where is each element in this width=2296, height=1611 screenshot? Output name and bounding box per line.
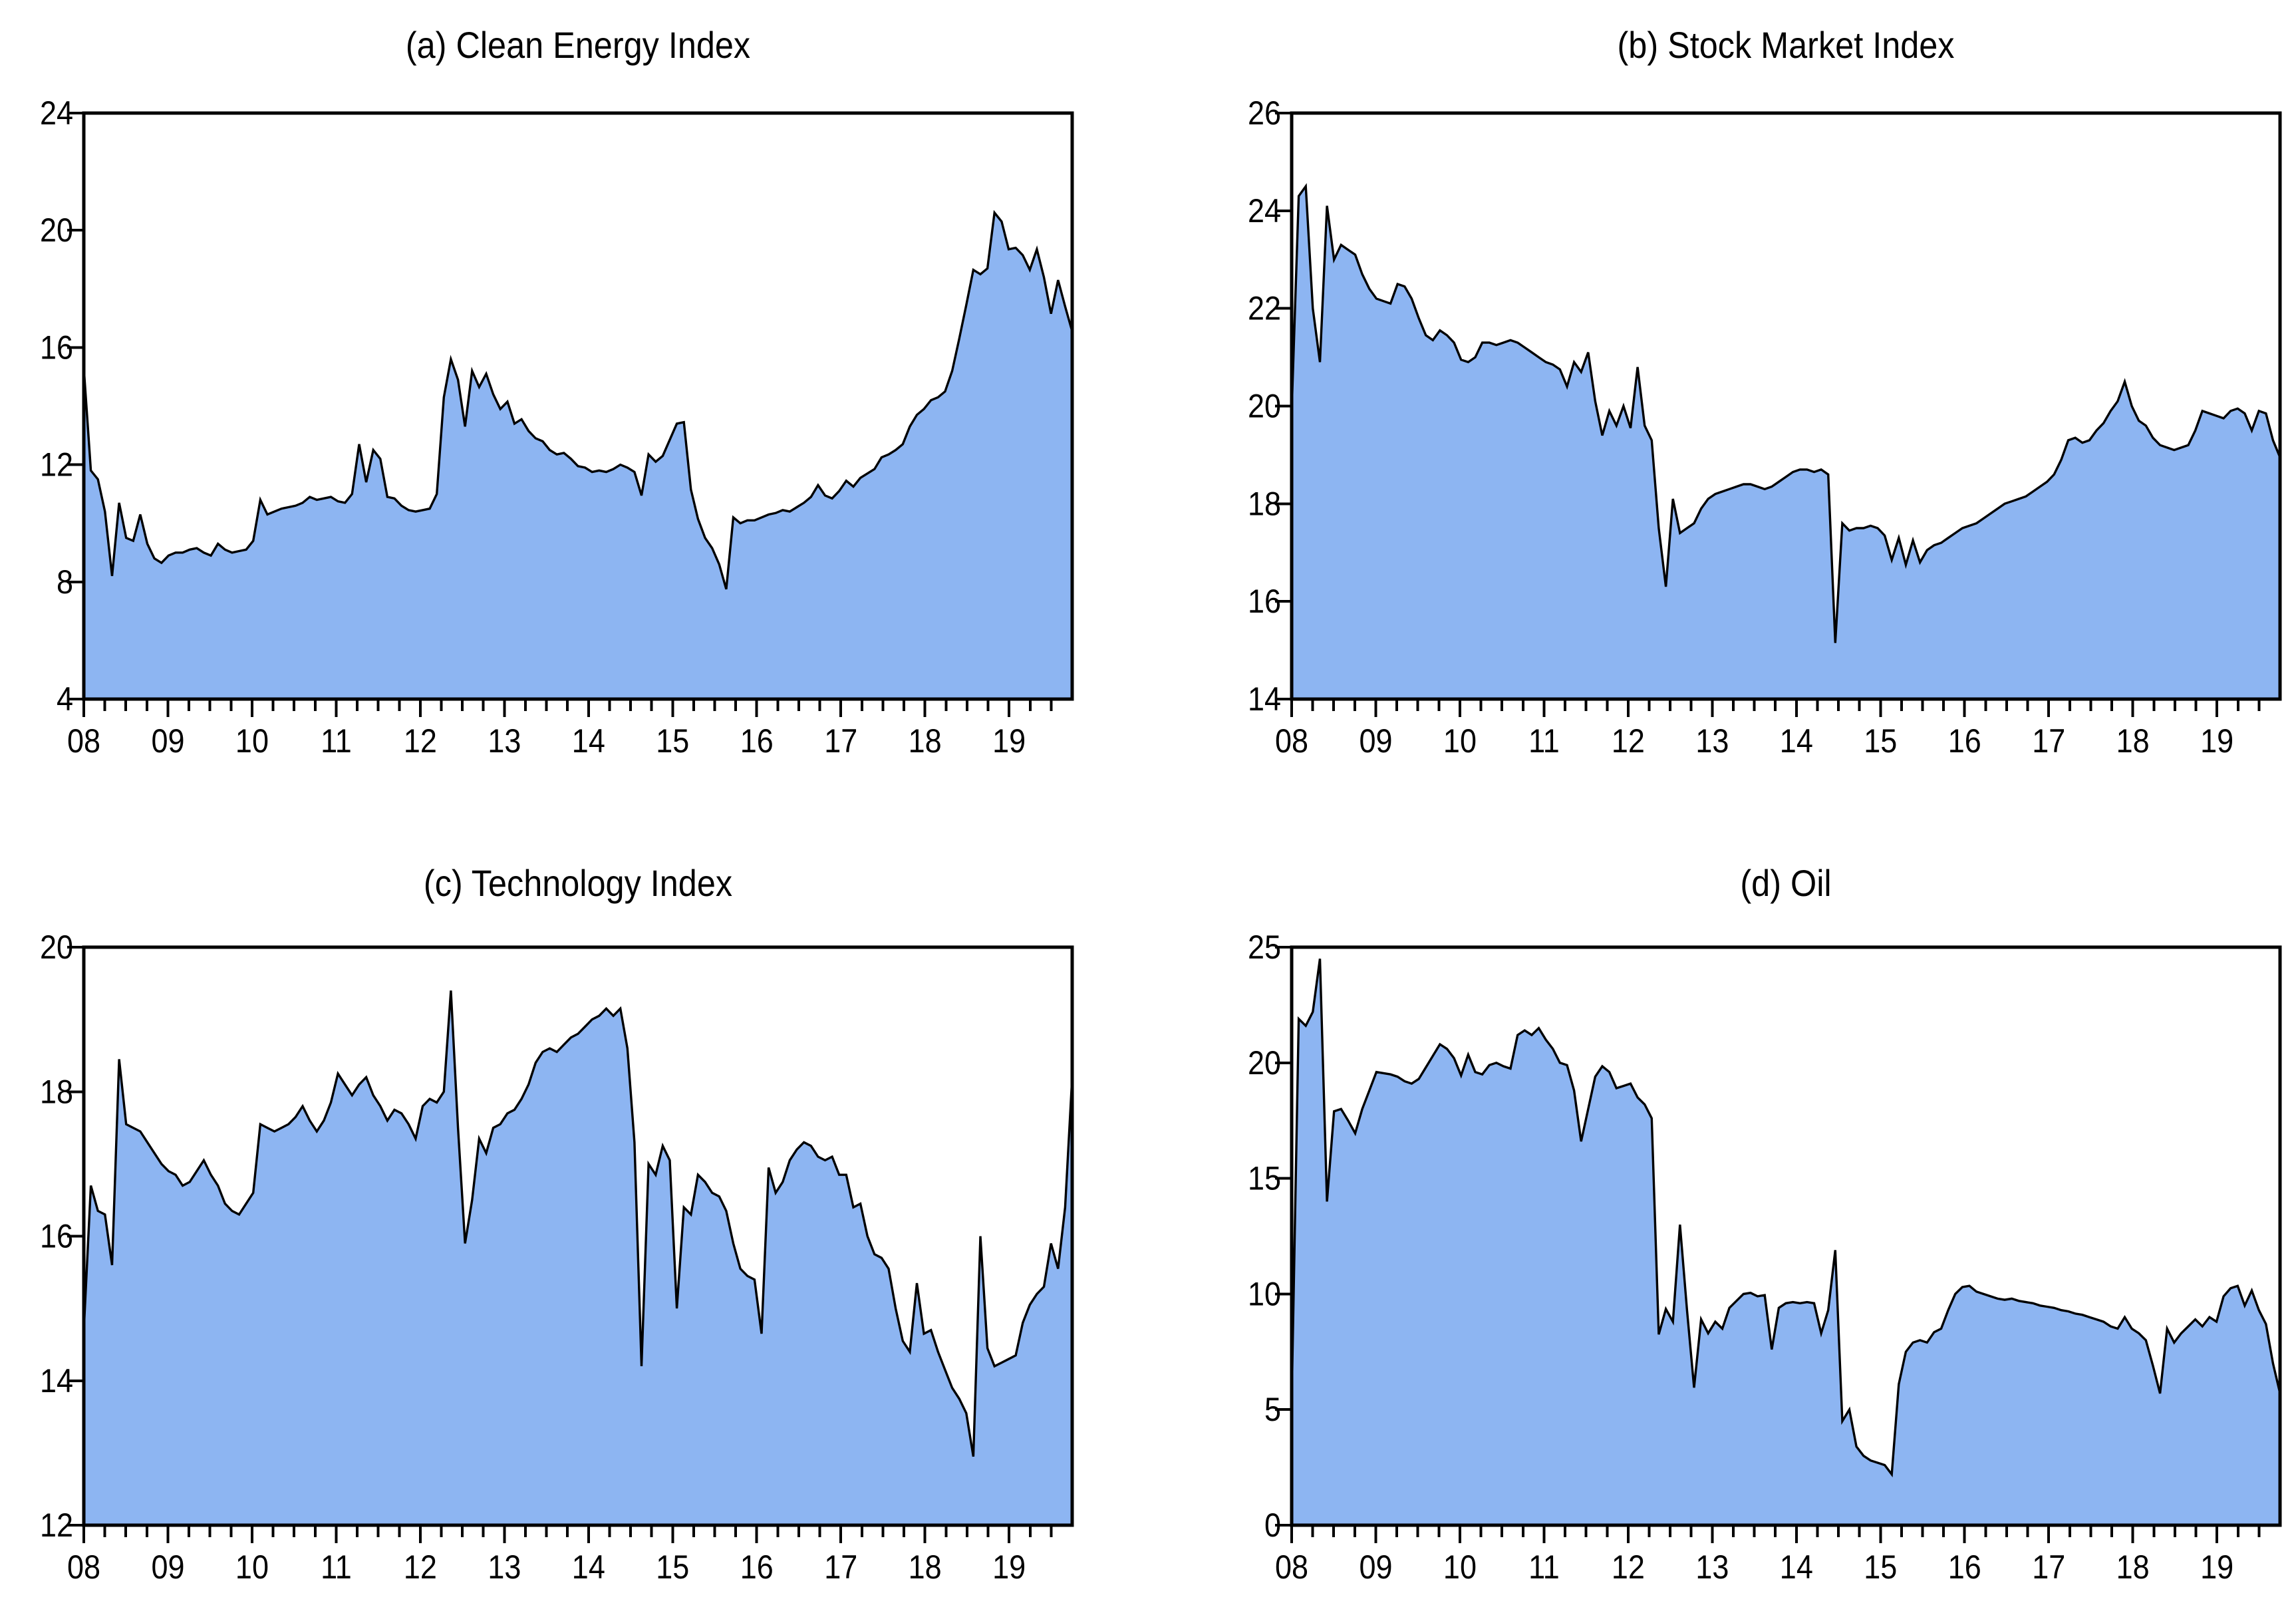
svg-text:08: 08 (67, 1549, 100, 1586)
svg-text:12: 12 (40, 1507, 73, 1544)
svg-text:8: 8 (57, 564, 73, 601)
series-line-c (82, 990, 1074, 1457)
svg-text:10: 10 (235, 723, 269, 760)
svg-text:17: 17 (824, 1549, 857, 1586)
svg-text:16: 16 (1948, 723, 1981, 760)
svg-text:19: 19 (2200, 1549, 2233, 1586)
svg-text:14: 14 (40, 1363, 73, 1400)
svg-text:13: 13 (488, 723, 521, 760)
panel-b-title: (b) Stock Market Index (1617, 24, 1955, 66)
svg-text:09: 09 (1359, 723, 1392, 760)
svg-text:13: 13 (1695, 723, 1729, 760)
svg-text:14: 14 (1248, 681, 1281, 718)
svg-text:4: 4 (57, 681, 73, 718)
svg-text:13: 13 (1695, 1549, 1729, 1586)
svg-text:24: 24 (1248, 193, 1281, 230)
svg-text:18: 18 (909, 723, 942, 760)
svg-text:08: 08 (67, 723, 100, 760)
svg-text:16: 16 (1248, 583, 1281, 621)
svg-text:11: 11 (321, 723, 352, 760)
svg-text:15: 15 (656, 1549, 689, 1586)
svg-text:22: 22 (1248, 291, 1281, 328)
panel-c-plot: 12 14 16 18 20 08 09 10 11 12 13 14 15 16 17 18 19 (40, 929, 1074, 1586)
svg-text:26: 26 (1248, 95, 1281, 132)
svg-text:20: 20 (40, 929, 73, 966)
svg-text:15: 15 (656, 723, 689, 760)
svg-text:18: 18 (2116, 1549, 2150, 1586)
svg-text:18: 18 (909, 1549, 942, 1586)
svg-text:20: 20 (40, 212, 73, 249)
svg-text:14: 14 (572, 1549, 605, 1586)
svg-text:12: 12 (404, 1549, 437, 1586)
svg-text:17: 17 (824, 723, 857, 760)
svg-text:12: 12 (1612, 723, 1645, 760)
series-area-c (84, 990, 1072, 1525)
svg-text:10: 10 (1443, 723, 1477, 760)
series-line-a (82, 210, 1074, 590)
svg-text:11: 11 (1528, 723, 1560, 760)
svg-text:12: 12 (404, 723, 437, 760)
panel-d-title: (d) Oil (1740, 862, 1832, 904)
series-line-d (1290, 958, 2281, 1478)
plot-box-a (82, 111, 1074, 701)
svg-text:15: 15 (1864, 1549, 1897, 1586)
svg-text:24: 24 (40, 95, 73, 132)
svg-text:10: 10 (1443, 1549, 1477, 1586)
svg-text:08: 08 (1275, 1549, 1308, 1586)
svg-text:10: 10 (1248, 1276, 1281, 1313)
svg-text:09: 09 (151, 1549, 184, 1586)
panel-d-plot: 0 5 10 15 20 25 08 09 10 11 12 13 14 15 16 17 18 19 (1248, 929, 2282, 1586)
svg-text:12: 12 (1612, 1549, 1645, 1586)
svg-text:18: 18 (1248, 486, 1281, 523)
panel-a-title: (a) Clean Energy Index (405, 24, 751, 66)
svg-text:17: 17 (2032, 723, 2065, 760)
svg-text:20: 20 (1248, 1045, 1281, 1082)
svg-text:15: 15 (1864, 723, 1897, 760)
svg-text:5: 5 (1264, 1391, 1281, 1429)
svg-text:09: 09 (1359, 1549, 1392, 1586)
svg-text:19: 19 (992, 723, 1026, 760)
svg-text:09: 09 (151, 723, 184, 760)
svg-text:14: 14 (1780, 1549, 1813, 1586)
svg-text:18: 18 (2116, 723, 2150, 760)
svg-text:12: 12 (40, 446, 73, 484)
svg-text:16: 16 (740, 723, 774, 760)
series-area-a (84, 212, 1072, 699)
svg-text:20: 20 (1248, 388, 1281, 425)
series-area-b (1292, 186, 2280, 700)
svg-text:11: 11 (321, 1549, 352, 1586)
panel-a-plot: 4 8 12 16 20 24 08 09 10 11 12 13 14 15 16 17 18 19 (40, 95, 1074, 760)
plot-box-d (1290, 945, 2282, 1527)
svg-text:19: 19 (992, 1549, 1026, 1586)
series-area-d (1292, 958, 2280, 1525)
svg-text:14: 14 (572, 723, 605, 760)
svg-text:14: 14 (1780, 723, 1813, 760)
svg-text:25: 25 (1248, 929, 1281, 966)
svg-text:16: 16 (40, 1218, 73, 1255)
svg-text:16: 16 (40, 329, 73, 366)
svg-text:16: 16 (1948, 1549, 1981, 1586)
svg-text:10: 10 (235, 1549, 269, 1586)
svg-text:19: 19 (2200, 723, 2233, 760)
svg-text:08: 08 (1275, 723, 1308, 760)
svg-text:16: 16 (740, 1549, 774, 1586)
panel-c-title: (c) Technology Index (423, 862, 733, 904)
series-line-b (1290, 183, 2281, 643)
svg-text:0: 0 (1264, 1507, 1281, 1544)
panel-b-plot: 14 16 18 20 22 24 26 08 09 10 11 12 13 14 15 16 17 18 19 (1248, 95, 2282, 760)
svg-text:13: 13 (488, 1549, 521, 1586)
svg-text:17: 17 (2032, 1549, 2065, 1586)
svg-text:18: 18 (40, 1074, 73, 1111)
svg-text:11: 11 (1528, 1549, 1560, 1586)
svg-text:15: 15 (1248, 1160, 1281, 1197)
